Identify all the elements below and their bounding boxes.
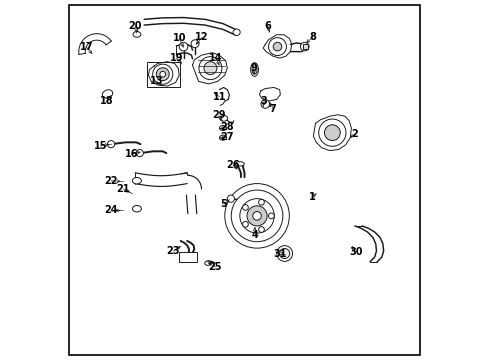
Text: 12: 12: [195, 32, 208, 42]
Text: 10: 10: [172, 33, 185, 43]
Ellipse shape: [233, 29, 240, 36]
Circle shape: [242, 204, 248, 210]
Ellipse shape: [250, 63, 258, 76]
Bar: [179, 252, 197, 262]
Text: 8: 8: [308, 32, 315, 42]
Text: 9: 9: [249, 63, 256, 73]
Text: 15: 15: [93, 141, 107, 151]
Circle shape: [156, 68, 169, 81]
Polygon shape: [148, 62, 179, 86]
Circle shape: [107, 140, 115, 148]
Ellipse shape: [133, 32, 141, 37]
Text: 24: 24: [104, 206, 118, 216]
Circle shape: [199, 57, 222, 80]
Circle shape: [191, 40, 199, 48]
Text: 28: 28: [219, 122, 233, 132]
Polygon shape: [313, 115, 351, 150]
Text: 29: 29: [211, 111, 225, 121]
Ellipse shape: [204, 261, 211, 265]
Circle shape: [324, 125, 340, 140]
Ellipse shape: [219, 116, 227, 121]
Circle shape: [258, 199, 264, 205]
Bar: [302, 44, 308, 49]
Text: 18: 18: [100, 96, 113, 106]
Bar: [147, 62, 180, 87]
Ellipse shape: [235, 162, 244, 166]
Circle shape: [252, 212, 261, 220]
Circle shape: [136, 149, 143, 157]
Text: 25: 25: [208, 262, 222, 272]
Ellipse shape: [251, 65, 257, 74]
Ellipse shape: [219, 126, 226, 131]
Text: 2: 2: [351, 129, 358, 139]
Circle shape: [273, 42, 281, 51]
Text: 30: 30: [348, 247, 362, 257]
Text: 17: 17: [80, 42, 93, 52]
Text: 13: 13: [150, 76, 163, 86]
Circle shape: [318, 119, 346, 146]
Circle shape: [239, 199, 274, 233]
Text: 7: 7: [269, 104, 276, 114]
Text: 5: 5: [220, 199, 226, 210]
Polygon shape: [259, 87, 280, 101]
Circle shape: [242, 221, 248, 227]
Text: 31: 31: [272, 248, 286, 258]
Text: 23: 23: [166, 246, 180, 256]
Circle shape: [231, 190, 282, 242]
Ellipse shape: [219, 135, 226, 140]
Polygon shape: [192, 53, 227, 84]
Ellipse shape: [132, 177, 141, 184]
Text: 3: 3: [260, 96, 267, 106]
Polygon shape: [79, 34, 111, 54]
Text: 20: 20: [128, 21, 142, 31]
Circle shape: [300, 42, 308, 51]
Text: 26: 26: [226, 160, 239, 170]
Circle shape: [279, 248, 289, 258]
Circle shape: [258, 227, 264, 232]
Text: 14: 14: [209, 53, 222, 63]
Circle shape: [152, 64, 172, 84]
Text: 11: 11: [212, 92, 225, 102]
Circle shape: [160, 71, 165, 77]
Circle shape: [246, 206, 266, 226]
Circle shape: [261, 100, 269, 108]
Ellipse shape: [132, 206, 141, 212]
Circle shape: [276, 246, 292, 261]
Text: 21: 21: [116, 184, 130, 194]
Text: 1: 1: [308, 192, 315, 202]
Text: 16: 16: [124, 149, 138, 159]
Text: 4: 4: [251, 230, 257, 239]
Circle shape: [224, 184, 289, 248]
Circle shape: [268, 213, 274, 219]
Circle shape: [268, 38, 286, 55]
Text: 19: 19: [169, 53, 183, 63]
Circle shape: [203, 62, 217, 75]
Text: 22: 22: [104, 176, 118, 186]
Circle shape: [179, 42, 187, 51]
Polygon shape: [263, 35, 291, 58]
Text: 6: 6: [264, 21, 271, 31]
Circle shape: [227, 195, 234, 202]
Ellipse shape: [102, 90, 113, 98]
Text: 27: 27: [220, 132, 233, 142]
